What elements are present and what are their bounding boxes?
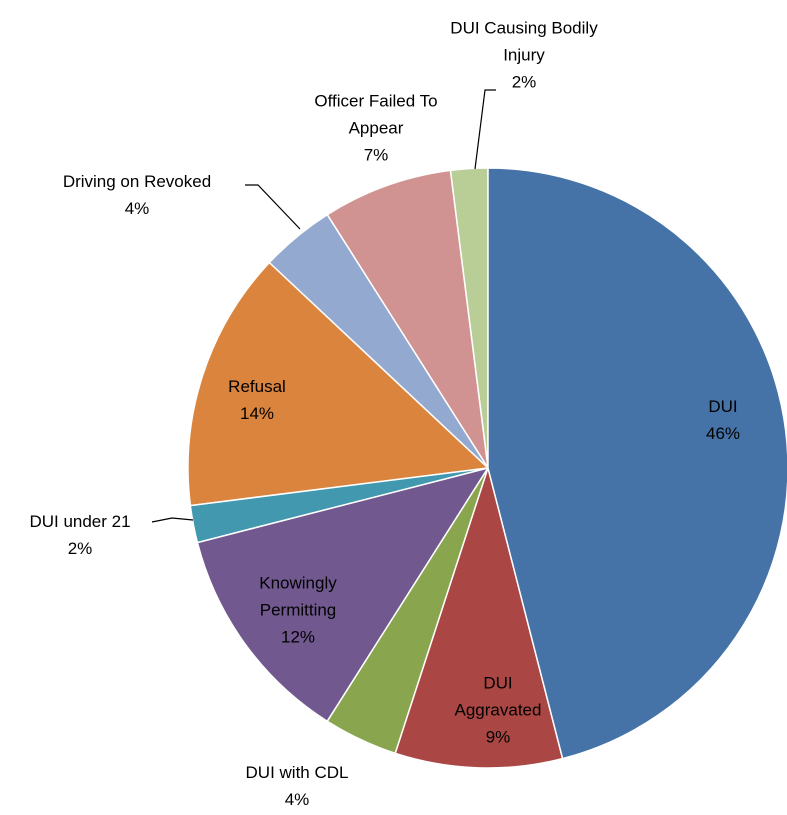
slice-label: DUI Aggravated 9% [448, 670, 548, 751]
slice-label: DUI with CDL 4% [212, 759, 382, 813]
value-label: 12% [280, 627, 316, 647]
pie-slice [196, 466, 490, 723]
pie-slice [187, 261, 490, 507]
leader-line [151, 517, 194, 523]
value-label: 9% [485, 727, 511, 747]
category-label: DUI Causing Bodily Injury [450, 18, 598, 65]
pie-slice [394, 465, 564, 769]
slice-label: Knowingly Permitting 12% [238, 570, 358, 651]
pie-slice [326, 169, 489, 469]
slice-label: Driving on Revoked 4% [22, 168, 252, 222]
category-label: Driving on Revoked [62, 172, 212, 191]
value-label: 4% [124, 199, 150, 218]
value-label: 2% [67, 539, 93, 558]
category-label: DUI Aggravated [454, 673, 542, 720]
slice-label: DUI Causing Bodily Injury 2% [434, 15, 614, 96]
slice-label: Officer Failed To Appear 7% [291, 88, 461, 169]
value-label: 14% [239, 404, 275, 423]
category-label: Refusal [228, 377, 286, 396]
category-label: DUI with CDL [245, 763, 349, 782]
category-label: DUI under 21 [29, 512, 131, 531]
value-label: 7% [363, 145, 389, 165]
slice-label: DUI under 21 2% [0, 508, 160, 562]
category-label: DUI [708, 397, 738, 416]
pie-slice [487, 167, 787, 760]
category-label: Officer Failed To Appear [314, 91, 438, 138]
category-label: Knowingly Permitting [259, 573, 337, 620]
leader-line [474, 89, 496, 170]
value-label: 46% [705, 424, 741, 443]
slice-label: Refusal 14% [207, 373, 307, 427]
value-label: 4% [284, 790, 310, 809]
slice-label: DUI 46% [663, 393, 783, 447]
leader-line [245, 184, 301, 230]
value-label: 2% [511, 72, 537, 92]
